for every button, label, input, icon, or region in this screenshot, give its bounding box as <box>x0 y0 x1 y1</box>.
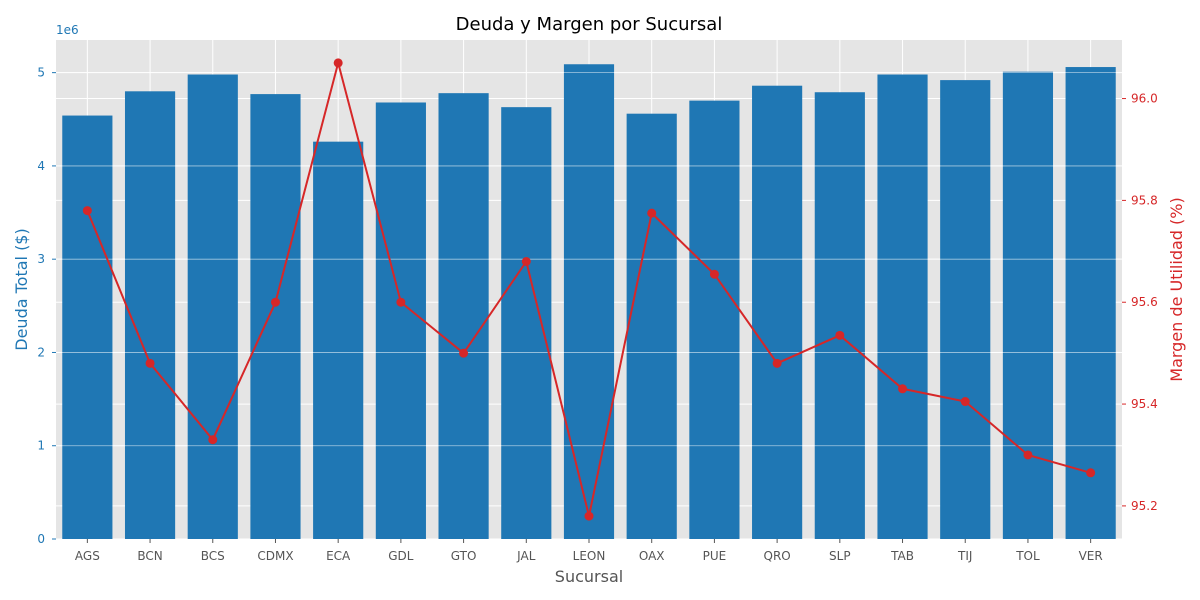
x-tick-label: AGS <box>75 549 100 563</box>
margin-point-qro <box>772 358 782 368</box>
x-tick-label: PUE <box>703 549 727 563</box>
x-tick-label: TAB <box>890 549 914 563</box>
y-axis-left-title: Deuda Total ($) <box>12 228 31 350</box>
margin-point-gdl <box>396 297 406 307</box>
bar-eca <box>313 141 364 540</box>
x-tick-label: BCS <box>201 549 225 563</box>
margin-point-tol <box>1023 450 1033 460</box>
margin-point-cdmx <box>270 297 280 307</box>
x-tick-label: CDMX <box>257 549 293 563</box>
y-axis-left: 0 1 2 3 4 5 <box>37 66 56 546</box>
y-left-tick-label: 2 <box>37 345 45 359</box>
bar-gto <box>438 93 489 539</box>
margin-point-tij <box>960 397 970 407</box>
bar-ags <box>62 115 113 539</box>
y-right-tick-label: 95.2 <box>1131 499 1158 513</box>
x-tick-label: SLP <box>829 549 851 563</box>
bar-bcn <box>124 91 176 539</box>
bar-leon <box>563 64 615 540</box>
bar-jal <box>501 107 552 539</box>
margin-point-jal <box>521 256 531 266</box>
bar-tij <box>940 80 991 540</box>
y-left-tick-label: 0 <box>37 532 45 546</box>
y-left-tick-label: 1 <box>37 439 45 453</box>
bar-gdl <box>375 102 426 540</box>
x-tick-label: VER <box>1079 549 1103 563</box>
x-tick-label: QRO <box>764 549 791 563</box>
x-tick-label: GDL <box>388 549 414 563</box>
x-axis-title: Sucursal <box>555 567 623 586</box>
x-tick-label: GTO <box>451 549 477 563</box>
bar-ver <box>1065 67 1116 540</box>
bar-tab <box>877 74 928 539</box>
y-right-tick-label: 95.6 <box>1131 295 1158 309</box>
bar-bcs <box>187 74 238 539</box>
margin-point-ags <box>82 206 92 216</box>
x-tick-label: LEON <box>573 549 606 563</box>
y-axis-left-offset-label: 1e6 <box>56 23 79 37</box>
x-tick-label: TOL <box>1015 549 1040 563</box>
x-tick-label: JAL <box>516 549 536 563</box>
x-axis: AGS BCN BCS CDMX ECA GDL GTO JAL LEON OAX PUE QRO SL… <box>75 539 1103 563</box>
margin-point-gto <box>459 348 469 358</box>
bar-pue <box>689 100 740 540</box>
bar-tol <box>1002 71 1054 539</box>
y-left-tick-label: 5 <box>37 66 45 80</box>
x-tick-label: ECA <box>326 549 351 563</box>
margin-point-eca <box>333 58 343 68</box>
margin-point-pue <box>709 269 719 279</box>
y-axis-right-title: Margen de Utilidad (%) <box>1167 197 1186 381</box>
margin-point-tab <box>898 384 908 394</box>
margin-point-slp <box>835 330 845 340</box>
margin-point-oax <box>647 208 657 218</box>
bar-slp <box>814 92 865 539</box>
x-tick-label: BCN <box>137 549 162 563</box>
margin-point-bcn <box>145 358 155 368</box>
bar-series <box>56 64 1122 540</box>
y-right-tick-label: 95.8 <box>1131 193 1158 207</box>
y-axis-right: 95.2 95.4 95.6 95.8 96.0 <box>1122 92 1158 513</box>
line-series <box>82 58 1096 521</box>
bar-cdmx <box>250 94 301 539</box>
x-tick-label: OAX <box>639 549 665 563</box>
y-left-tick-label: 4 <box>37 159 45 173</box>
chart-title: Deuda y Margen por Sucursal <box>456 14 723 35</box>
bar-qro <box>752 85 803 539</box>
bar-oax <box>626 113 677 539</box>
margin-point-bcs <box>208 435 218 445</box>
y-right-tick-label: 95.4 <box>1131 397 1158 411</box>
margin-point-leon <box>584 511 594 521</box>
y-right-tick-label: 96.0 <box>1131 92 1158 106</box>
y-left-tick-label: 3 <box>37 252 45 266</box>
x-tick-label: TIJ <box>957 549 972 563</box>
margin-point-ver <box>1086 468 1096 478</box>
